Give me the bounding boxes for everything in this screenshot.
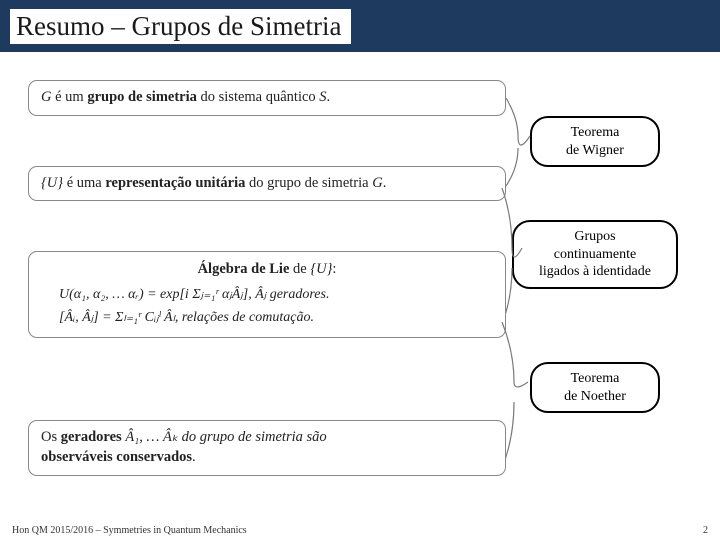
- page-number: 2: [703, 525, 708, 536]
- bold-rep: representação unitária: [105, 175, 245, 191]
- eq-line2: [Âᵢ, Âⱼ] = Σₗ₌₁ʳ Cᵢⱼˡ Âₗ, relações de co…: [41, 309, 493, 328]
- callout-noether: Teorema de Noether: [530, 362, 660, 413]
- callout-line: de Noether: [546, 388, 644, 406]
- footer-left: Hon QM 2015/2016 – Symmetries in Quantum…: [12, 525, 247, 536]
- slide-title: Resumo – Grupos de Simetria: [10, 9, 351, 44]
- bold-algebra: Álgebra de Lie: [198, 261, 290, 277]
- sym-G: G: [41, 89, 51, 105]
- callout-line: Teorema: [546, 124, 644, 142]
- callout-line: de Wigner: [546, 142, 644, 160]
- bold-observaveis: observáveis conservados: [41, 449, 192, 465]
- eq-line1: U(α₁, α₂, … αᵣ) = exp[i Σⱼ₌₁ʳ αⱼÂⱼ], Âⱼ …: [41, 286, 493, 305]
- footer: Hon QM 2015/2016 – Symmetries in Quantum…: [12, 525, 708, 536]
- text: do grupo de simetria: [245, 175, 372, 191]
- box-grupo-simetria: G é um grupo de simetria do sistema quân…: [28, 80, 506, 116]
- text: do sistema quântico: [197, 89, 319, 105]
- bold-geradores: geradores: [61, 429, 122, 445]
- slide-content: G é um grupo de simetria do sistema quân…: [0, 60, 720, 516]
- sym-G2: G: [372, 175, 382, 191]
- dot: .: [327, 89, 331, 105]
- box-representacao: {U} é uma representação unitária do grup…: [28, 166, 506, 202]
- box-geradores: Os geradores Â₁, … Âₖ do grupo de simetr…: [28, 420, 506, 475]
- dot: .: [192, 449, 196, 465]
- bold-grupo: grupo de simetria: [87, 89, 197, 105]
- box-algebra-lie: Álgebra de Lie de {U}: U(α₁, α₂, … αᵣ) =…: [28, 251, 506, 338]
- dot: .: [383, 175, 387, 191]
- sym-S: S: [319, 89, 326, 105]
- callout-line: Teorema: [546, 370, 644, 388]
- colon: :: [332, 261, 336, 277]
- text: Os: [41, 429, 61, 445]
- text: de: [289, 261, 310, 277]
- title-container: Resumo – Grupos de Simetria: [0, 0, 351, 52]
- callout-wigner: Teorema de Wigner: [530, 116, 660, 167]
- text: é um: [51, 89, 87, 105]
- text-gen-list: Â₁, … Âₖ do grupo de simetria são: [122, 429, 327, 445]
- text: é uma: [63, 175, 105, 191]
- sym-U: {U}: [41, 175, 63, 191]
- sym-U2: {U}: [310, 261, 332, 277]
- callout-line: Grupos: [528, 228, 662, 246]
